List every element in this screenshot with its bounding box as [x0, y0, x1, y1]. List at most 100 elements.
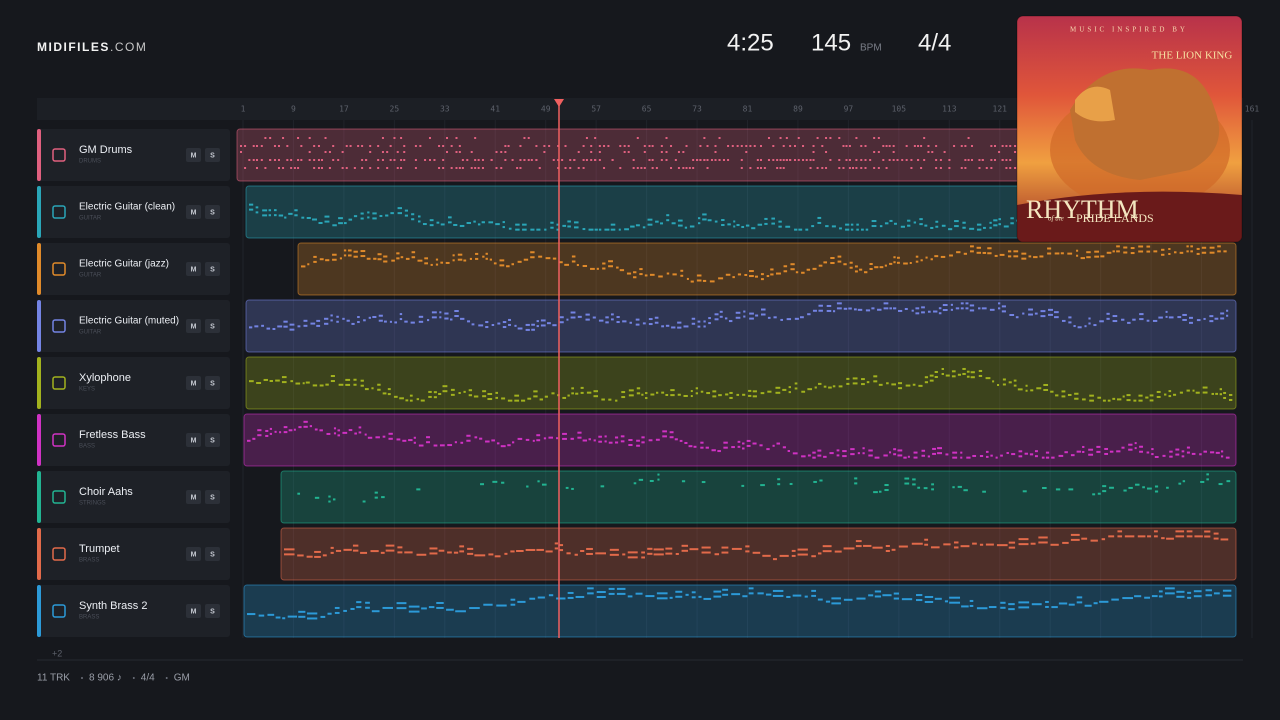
note — [1128, 443, 1133, 446]
note — [779, 167, 782, 169]
note — [461, 159, 464, 161]
track-button[interactable] — [205, 205, 220, 219]
note — [305, 381, 310, 384]
track-button[interactable] — [186, 433, 201, 447]
note — [493, 262, 497, 265]
note — [1070, 533, 1080, 536]
note — [1168, 390, 1172, 393]
note — [360, 217, 364, 220]
note — [860, 228, 864, 231]
note — [873, 137, 876, 139]
track-button[interactable] — [186, 148, 201, 162]
note — [1102, 490, 1107, 493]
note — [714, 313, 719, 316]
note — [433, 396, 437, 399]
note — [635, 318, 640, 321]
note — [767, 159, 770, 161]
note — [1121, 446, 1125, 449]
note — [822, 550, 832, 553]
note — [428, 395, 432, 398]
track-button[interactable] — [186, 547, 201, 561]
track-button[interactable] — [186, 490, 201, 504]
note — [1077, 326, 1082, 329]
note — [760, 145, 763, 147]
note — [701, 481, 706, 484]
note — [961, 605, 969, 608]
note — [689, 548, 699, 551]
note — [337, 434, 341, 437]
note — [283, 325, 288, 328]
note — [1175, 535, 1185, 538]
note — [829, 159, 832, 161]
note — [1025, 384, 1028, 387]
note — [1182, 480, 1186, 483]
note — [582, 439, 588, 442]
note — [382, 435, 386, 438]
note — [821, 145, 824, 147]
track-category: GUITAR — [79, 273, 102, 279]
track-button[interactable] — [205, 262, 220, 276]
footer-separator — [132, 677, 135, 679]
note — [324, 322, 329, 325]
track-button[interactable] — [205, 148, 220, 162]
track-button[interactable] — [205, 433, 220, 447]
track-button[interactable] — [205, 604, 220, 618]
note — [848, 159, 851, 161]
note — [639, 268, 643, 271]
note — [783, 270, 788, 273]
note — [1181, 450, 1185, 453]
track-button[interactable] — [205, 319, 220, 333]
note — [721, 219, 725, 222]
note — [859, 268, 863, 271]
note — [836, 302, 842, 305]
note — [324, 137, 327, 139]
track-button-label: M — [191, 152, 197, 159]
note — [695, 392, 699, 395]
note — [389, 145, 392, 147]
track-button[interactable] — [186, 262, 201, 276]
track-button[interactable] — [186, 604, 201, 618]
note — [713, 590, 722, 593]
note — [502, 321, 507, 324]
note — [440, 261, 444, 264]
note — [636, 137, 639, 139]
note — [982, 490, 986, 493]
note — [396, 151, 399, 153]
track-button[interactable] — [186, 376, 201, 390]
track-header — [37, 528, 230, 580]
track-button[interactable] — [186, 319, 201, 333]
track-button-label: M — [191, 551, 197, 558]
note — [648, 439, 653, 442]
note — [731, 145, 734, 147]
track-button[interactable] — [205, 490, 220, 504]
note — [964, 159, 967, 161]
note — [978, 374, 983, 377]
track-button[interactable] — [186, 205, 201, 219]
track-color-strip — [37, 300, 41, 352]
note — [536, 228, 541, 231]
note — [466, 159, 469, 161]
note — [277, 325, 283, 328]
note — [336, 315, 339, 318]
note — [390, 212, 394, 215]
track-button[interactable] — [205, 376, 220, 390]
note — [999, 253, 1005, 256]
note — [332, 253, 337, 256]
track-button[interactable] — [205, 547, 220, 561]
note — [468, 394, 473, 397]
note — [901, 159, 904, 161]
note — [1007, 255, 1012, 258]
note — [1061, 395, 1066, 398]
note — [772, 594, 784, 597]
note — [388, 437, 393, 440]
note — [470, 151, 473, 153]
note — [671, 326, 676, 329]
note — [845, 159, 848, 161]
note — [766, 275, 770, 278]
note — [1109, 450, 1114, 453]
note — [582, 145, 585, 147]
note — [691, 596, 696, 599]
note — [508, 323, 511, 326]
note — [966, 370, 970, 373]
note — [782, 388, 787, 391]
